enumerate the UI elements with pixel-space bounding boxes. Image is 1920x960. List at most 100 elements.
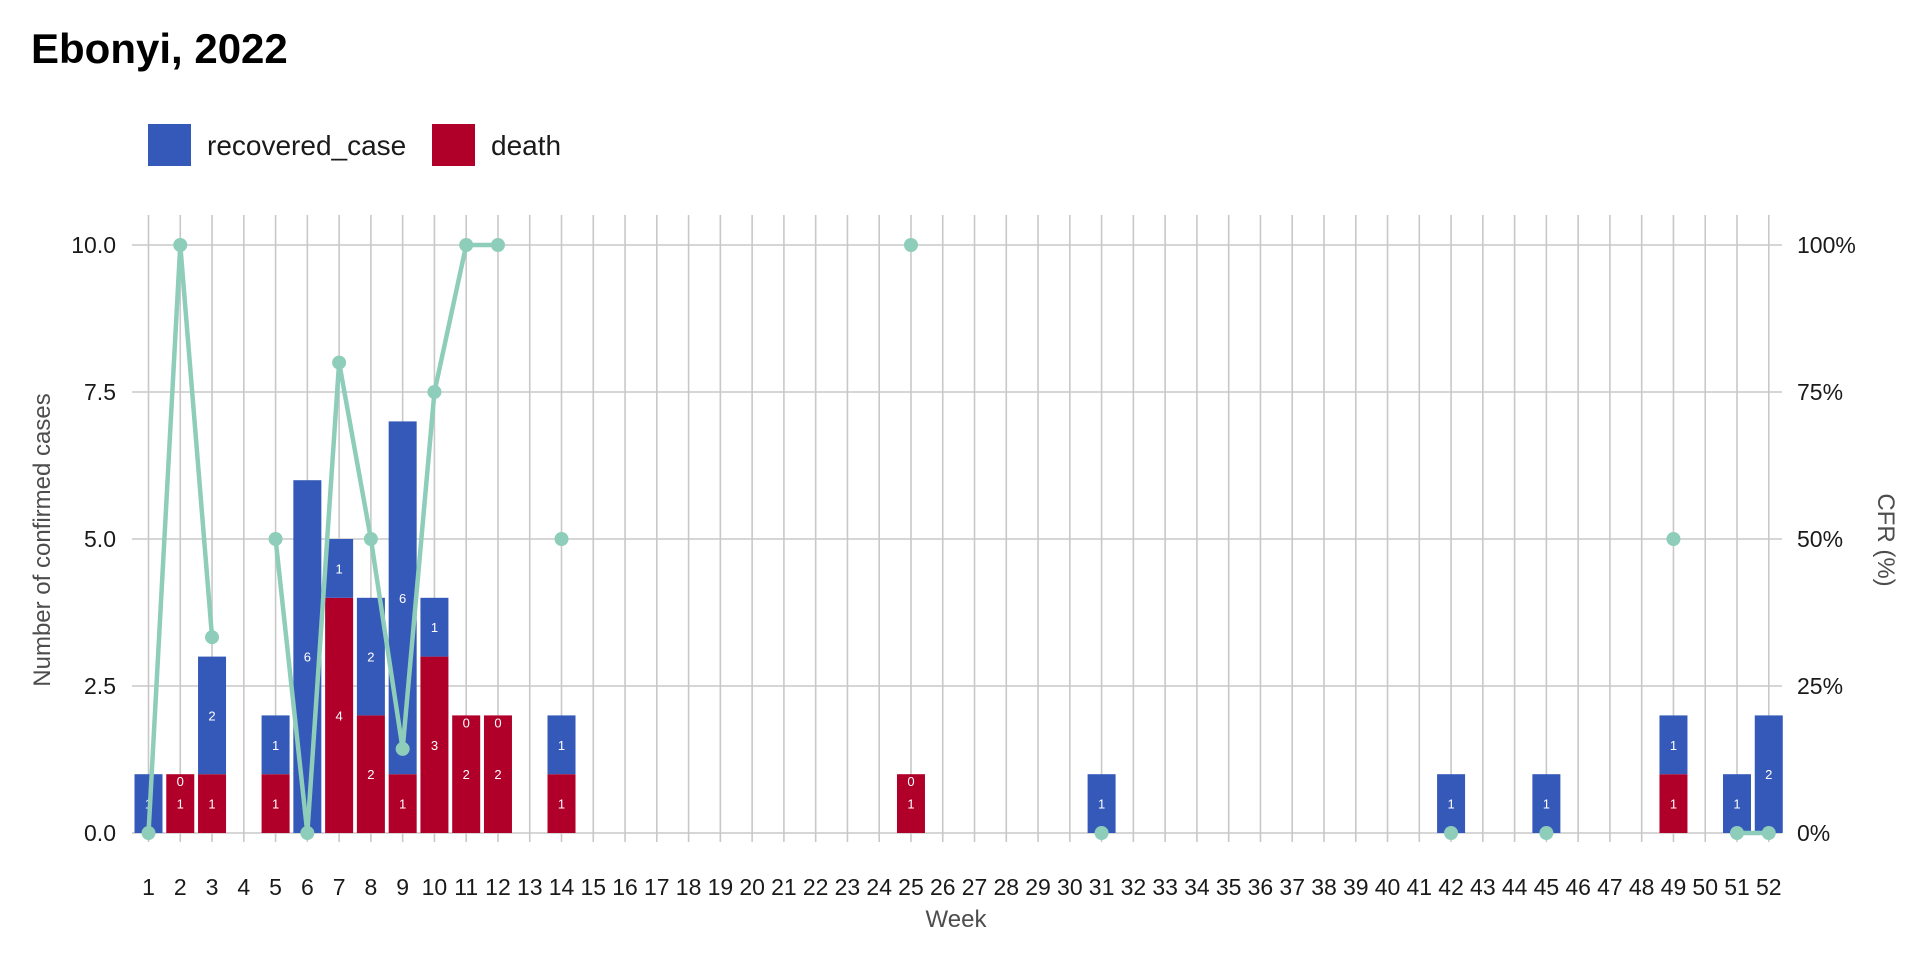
y2-axis-title: CFR (%) (1872, 493, 1899, 586)
bar-death-week-14 (547, 774, 576, 833)
x-tick-label: 52 (1756, 874, 1782, 900)
x-tick-label: 29 (1025, 874, 1051, 900)
bar-recovered-week-9 (388, 421, 417, 775)
bar-label-death-week-9: 1 (399, 797, 406, 812)
cfr-segment (400, 389, 437, 752)
cfr-segment (273, 536, 310, 836)
bar-recovered-week-7 (325, 539, 354, 598)
x-tick-label: 40 (1375, 874, 1401, 900)
cfr-point-week-10 (427, 385, 442, 399)
bars (134, 421, 1783, 833)
x-tick-label: 17 (644, 874, 670, 900)
cfr-point-week-14 (554, 532, 569, 546)
bar-label-recovered-week-45: 1 (1543, 797, 1550, 812)
x-tick-label: 5 (269, 874, 282, 900)
cfr-point-week-11 (459, 238, 474, 252)
y-tick-label: 10.0 (71, 232, 116, 258)
bar-label-recovered-week-49: 1 (1670, 738, 1677, 753)
bar-label-death-week-7: 4 (336, 708, 343, 723)
x-tick-label: 27 (962, 874, 988, 900)
cfr-segment (178, 242, 215, 640)
cfr-point-week-2 (173, 238, 188, 252)
x-tick-label: 36 (1248, 874, 1274, 900)
bar-label-recovered-week-14: 1 (558, 738, 565, 753)
x-tick-label: 6 (301, 874, 314, 900)
bar-death-week-5 (261, 774, 290, 833)
bar-label-death-week-8: 2 (367, 767, 374, 782)
bar-label-recovered-week-52: 2 (1765, 767, 1772, 782)
x-tick-label: 22 (803, 874, 829, 900)
x-tick-label: 25 (898, 874, 924, 900)
bar-death-week-2 (166, 774, 195, 833)
x-tick-label: 9 (396, 874, 409, 900)
y-tick-label: 5.0 (84, 526, 116, 552)
x-tick-label: 49 (1661, 874, 1687, 900)
cfr-line (141, 238, 1776, 840)
x-tick-label: 45 (1534, 874, 1560, 900)
x-tick-label: 16 (612, 874, 638, 900)
y-axis-title: Number of confirmed cases (29, 393, 56, 686)
x-tick-label: 18 (676, 874, 702, 900)
bar-recovered-week-3 (198, 656, 227, 775)
y-tick-label: 0.0 (84, 820, 116, 846)
x-tick-label: 4 (237, 874, 250, 900)
cfr-point-week-7 (332, 355, 347, 370)
x-tick-label: 50 (1692, 874, 1718, 900)
bar-death-week-49 (1659, 774, 1688, 833)
x-tick-label: 12 (485, 874, 511, 900)
bar-label-recovered-week-7: 1 (336, 561, 343, 576)
x-tick-label: 26 (930, 874, 956, 900)
cfr-segment (305, 360, 342, 836)
x-axis-ticks: 1 2 3 4 5 6 7 8 9 10 11 12 13 14 15 16 17 18 19 20 21 22 23 24 2… (142, 874, 1781, 900)
bar-label-recovered-zero-week-12: 0 (494, 715, 501, 730)
cfr-point-week-49 (1666, 532, 1681, 546)
x-tick-label: 20 (739, 874, 765, 900)
x-tick-label: 44 (1502, 874, 1528, 900)
bar-recovered-week-14 (547, 715, 576, 775)
bar-label-death-week-5: 1 (272, 797, 279, 812)
y2-tick-label: 100% (1797, 232, 1856, 258)
bar-label-recovered-week-51: 1 (1733, 797, 1740, 812)
x-tick-label: 10 (422, 874, 448, 900)
chart-title: Ebonyi, 2022 (31, 25, 288, 72)
bar-death-week-3 (198, 774, 227, 833)
x-tick-label: 47 (1597, 874, 1623, 900)
bar-label-recovered-week-9: 6 (399, 591, 406, 606)
cfr-point-week-8 (363, 532, 378, 546)
x-tick-label: 37 (1279, 874, 1305, 900)
x-tick-label: 19 (708, 874, 734, 900)
x-tick-label: 31 (1089, 874, 1115, 900)
y2-axis-ticks: 0% 25% 50% 75% 100% (1797, 232, 1856, 846)
y2-tick-label: 0% (1797, 820, 1830, 846)
y2-tick-label: 75% (1797, 379, 1843, 405)
bar-label-recovered-week-42: 1 (1447, 797, 1454, 812)
y-tick-label: 7.5 (84, 379, 116, 405)
x-tick-label: 32 (1121, 874, 1147, 900)
x-tick-label: 42 (1438, 874, 1464, 900)
bar-label-death-week-11: 2 (463, 767, 470, 782)
x-tick-label: 48 (1629, 874, 1655, 900)
bar-death-week-7 (325, 597, 354, 833)
x-tick-label: 38 (1311, 874, 1337, 900)
x-tick-label: 34 (1184, 874, 1210, 900)
legend: recovered_case death (148, 124, 561, 166)
bar-label-recovered-zero-week-2: 0 (177, 774, 184, 789)
cfr-segment (146, 242, 183, 836)
bar-death-week-9 (388, 774, 417, 833)
bar-recovered-week-5 (261, 715, 290, 775)
bar-recovered-week-49 (1659, 715, 1688, 775)
bar-label-recovered-week-6: 6 (304, 650, 311, 665)
x-tick-label: 30 (1057, 874, 1083, 900)
x-axis-title: Week (926, 906, 988, 933)
bar-label-death-week-14: 1 (558, 797, 565, 812)
legend-swatch-death (432, 124, 475, 166)
cfr-point-week-6 (300, 826, 315, 840)
bar-label-recovered-zero-week-25: 0 (907, 774, 914, 789)
x-tick-label: 43 (1470, 874, 1496, 900)
bar-label-recovered-week-3: 2 (208, 708, 215, 723)
legend-swatch-recovered (148, 124, 191, 166)
x-tick-label: 35 (1216, 874, 1242, 900)
bar-death-week-11 (452, 715, 481, 833)
cfr-point-week-52 (1761, 826, 1776, 840)
